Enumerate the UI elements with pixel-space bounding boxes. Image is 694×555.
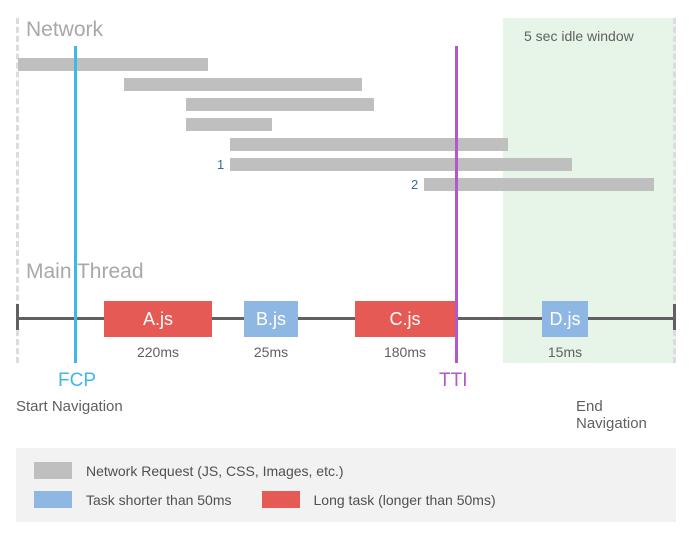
legend-row: Task shorter than 50ms Long task (longer … — [34, 491, 658, 508]
end-navigation-label: End Navigation — [576, 398, 676, 432]
task-block: C.js — [355, 301, 455, 337]
task-block: D.js — [542, 301, 588, 337]
network-request-number: 2 — [411, 177, 418, 192]
network-request-bar — [230, 138, 508, 151]
task-block: A.js — [104, 301, 212, 337]
network-request-bar — [424, 178, 654, 191]
network-request-bar — [230, 158, 572, 171]
tti-diagram: 5 sec idle window Network Main Thread 1 2… — [16, 18, 676, 413]
start-navigation-label: Start Navigation — [16, 398, 123, 415]
legend-text: Task shorter than 50ms — [86, 492, 232, 508]
network-request-bar — [186, 118, 272, 131]
legend-swatch — [34, 462, 72, 479]
task-duration-label: 220ms — [104, 344, 212, 360]
legend: Network Request (JS, CSS, Images, etc.) T… — [16, 448, 676, 522]
idle-window-label: 5 sec idle window — [524, 28, 634, 44]
network-request-number: 1 — [217, 157, 224, 172]
fcp-marker-label: FCP — [58, 370, 96, 392]
task-duration-label: 15ms — [542, 344, 588, 360]
task-duration-label: 25ms — [244, 344, 298, 360]
main-thread-section-label: Main Thread — [26, 260, 144, 284]
tti-marker-label: TTI — [439, 370, 468, 392]
legend-row: Network Request (JS, CSS, Images, etc.) — [34, 462, 658, 479]
timeline-start-tick — [16, 304, 19, 330]
legend-swatch — [262, 491, 300, 508]
network-request-bar — [186, 98, 374, 111]
fcp-marker-line — [74, 46, 77, 363]
task-block: B.js — [244, 301, 298, 337]
network-section-label: Network — [26, 18, 103, 42]
tti-marker-line — [455, 46, 458, 363]
timeline-end-tick — [673, 304, 676, 330]
task-duration-label: 180ms — [355, 344, 455, 360]
legend-swatch — [34, 491, 72, 508]
network-request-bar — [124, 78, 362, 91]
legend-text: Long task (longer than 50ms) — [314, 492, 496, 508]
network-request-bar — [18, 58, 208, 71]
legend-text: Network Request (JS, CSS, Images, etc.) — [86, 463, 344, 479]
